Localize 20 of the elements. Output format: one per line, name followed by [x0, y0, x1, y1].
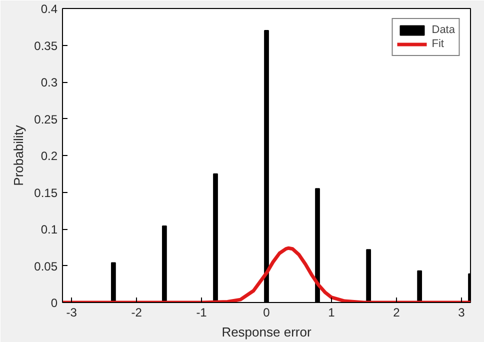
- x-tick-label: -1: [196, 306, 208, 320]
- y-tick-label: 0.3: [40, 76, 58, 90]
- y-tick-label: 0.15: [34, 186, 58, 200]
- y-tick-label: 0.35: [34, 38, 58, 53]
- y-axis-title: Probability: [11, 124, 26, 186]
- y-tick-label: 0.4: [40, 2, 58, 16]
- x-tick-label: 1: [328, 306, 336, 320]
- x-tick-label: 2: [393, 306, 400, 320]
- y-tick-label: 0.05: [34, 259, 58, 274]
- y-tick-label: 0.1: [40, 222, 58, 236]
- legend-label: Fit: [432, 37, 445, 51]
- x-tick-label: 3: [458, 306, 466, 320]
- x-axis-title: Response error: [222, 324, 312, 340]
- x-tick-label: -3: [66, 306, 78, 320]
- x-tick-label: -2: [131, 306, 142, 320]
- x-tick-label: 0: [263, 306, 270, 320]
- legend-label: Data: [432, 23, 455, 37]
- y-tick-label: 0.25: [34, 112, 58, 126]
- y-tick-label: 0.2: [40, 149, 58, 163]
- y-tick-label: 0: [50, 296, 58, 310]
